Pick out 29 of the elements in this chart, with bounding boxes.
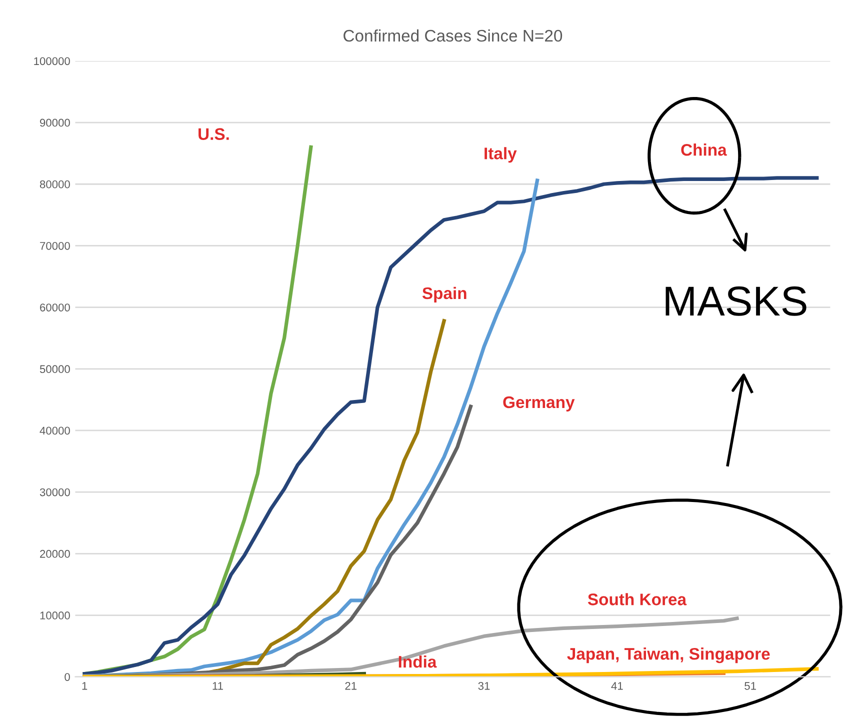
line-series [82, 176, 819, 676]
y-tick-label: 70000 [40, 242, 70, 250]
annotation: Italy [484, 147, 517, 163]
y-tick-label: 40000 [40, 426, 70, 435]
y-tick-label: 80000 [40, 180, 70, 188]
y-tick-label: 60000 [40, 304, 70, 312]
annotation: U.S. [198, 128, 229, 140]
annotation: Germany [503, 396, 575, 412]
y-tick-label: 20000 [40, 550, 70, 558]
annotation: MASKS [666, 286, 806, 316]
x-tick-label: 31 [478, 682, 490, 690]
annotation: Japan, Taiwan, Singapore [567, 648, 770, 664]
y-tick-label: 10000 [40, 612, 70, 620]
x-tick-label: 51 [744, 682, 756, 690]
y-tick-label: 90000 [40, 118, 70, 127]
x-tick-label: 21 [345, 682, 356, 690]
annotation: Spain [422, 286, 466, 302]
annotation: South Korea [588, 593, 687, 606]
y-tick-label: 30000 [40, 488, 70, 496]
annotation: India [398, 655, 437, 668]
y-tick-label: 50000 [40, 365, 70, 374]
x-tick-label: 11 [212, 682, 223, 690]
annotation: China [681, 144, 727, 156]
chart-title: Confirmed Cases Since N=20 [344, 29, 562, 42]
line-series [82, 667, 819, 677]
x-tick-label: 41 [611, 682, 623, 690]
y-tick-label: 0 [64, 673, 70, 681]
y-tick-label: 100000 [34, 57, 70, 66]
x-tick-label: 1 [82, 682, 88, 690]
